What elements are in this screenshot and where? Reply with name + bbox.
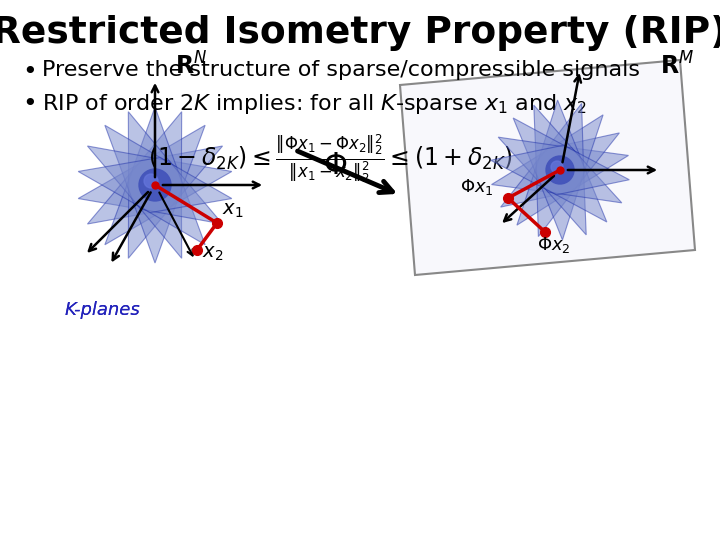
Text: Preserve the structure of sparse/compressible signals: Preserve the structure of sparse/compres…	[42, 60, 640, 80]
Polygon shape	[534, 105, 586, 235]
Text: •: •	[22, 92, 37, 116]
Text: $\Phi x_1$: $\Phi x_1$	[460, 177, 494, 197]
Polygon shape	[87, 146, 222, 224]
Text: $\mathbf{R}^{\mathit{N}}$: $\mathbf{R}^{\mathit{N}}$	[175, 53, 207, 80]
Text: $x_2$: $x_2$	[202, 244, 223, 264]
Text: $\Phi$: $\Phi$	[323, 151, 347, 180]
Text: RIP of order $2K$ implies: for all $K$-sparse $x_1$ and $x_2$: RIP of order $2K$ implies: for all $K$-s…	[42, 92, 587, 116]
Text: K-planes: K-planes	[65, 301, 140, 319]
Text: $\Phi x_2$: $\Phi x_2$	[537, 235, 570, 255]
Polygon shape	[513, 118, 607, 222]
Polygon shape	[498, 137, 622, 203]
Polygon shape	[105, 125, 205, 245]
Text: K-planes: K-planes	[65, 301, 140, 319]
Polygon shape	[517, 115, 603, 225]
Polygon shape	[128, 112, 181, 258]
Text: $x_1$: $x_1$	[222, 201, 243, 220]
Polygon shape	[492, 146, 629, 194]
Ellipse shape	[144, 174, 158, 188]
Polygon shape	[500, 133, 619, 207]
Text: Restricted Isometry Property (RIP): Restricted Isometry Property (RIP)	[0, 15, 720, 51]
Text: $(1 - \delta_{2K}) \leq \frac{\|\Phi x_1 - \Phi x_2\|_2^2}{\|x_1 - x_2\|_2^2} \l: $(1 - \delta_{2K}) \leq \frac{\|\Phi x_1…	[148, 132, 513, 185]
Ellipse shape	[139, 169, 171, 201]
Polygon shape	[536, 104, 584, 237]
Polygon shape	[400, 60, 695, 275]
Polygon shape	[105, 125, 205, 245]
Polygon shape	[87, 146, 222, 224]
Polygon shape	[491, 145, 629, 195]
Polygon shape	[128, 112, 181, 258]
Polygon shape	[535, 100, 585, 240]
Text: •: •	[22, 60, 37, 84]
Polygon shape	[78, 158, 232, 213]
Ellipse shape	[551, 161, 563, 173]
Text: $\mathbf{R}^{\mathit{M}}$: $\mathbf{R}^{\mathit{M}}$	[660, 53, 694, 80]
Polygon shape	[78, 158, 232, 213]
Polygon shape	[127, 107, 183, 263]
Ellipse shape	[546, 156, 574, 184]
